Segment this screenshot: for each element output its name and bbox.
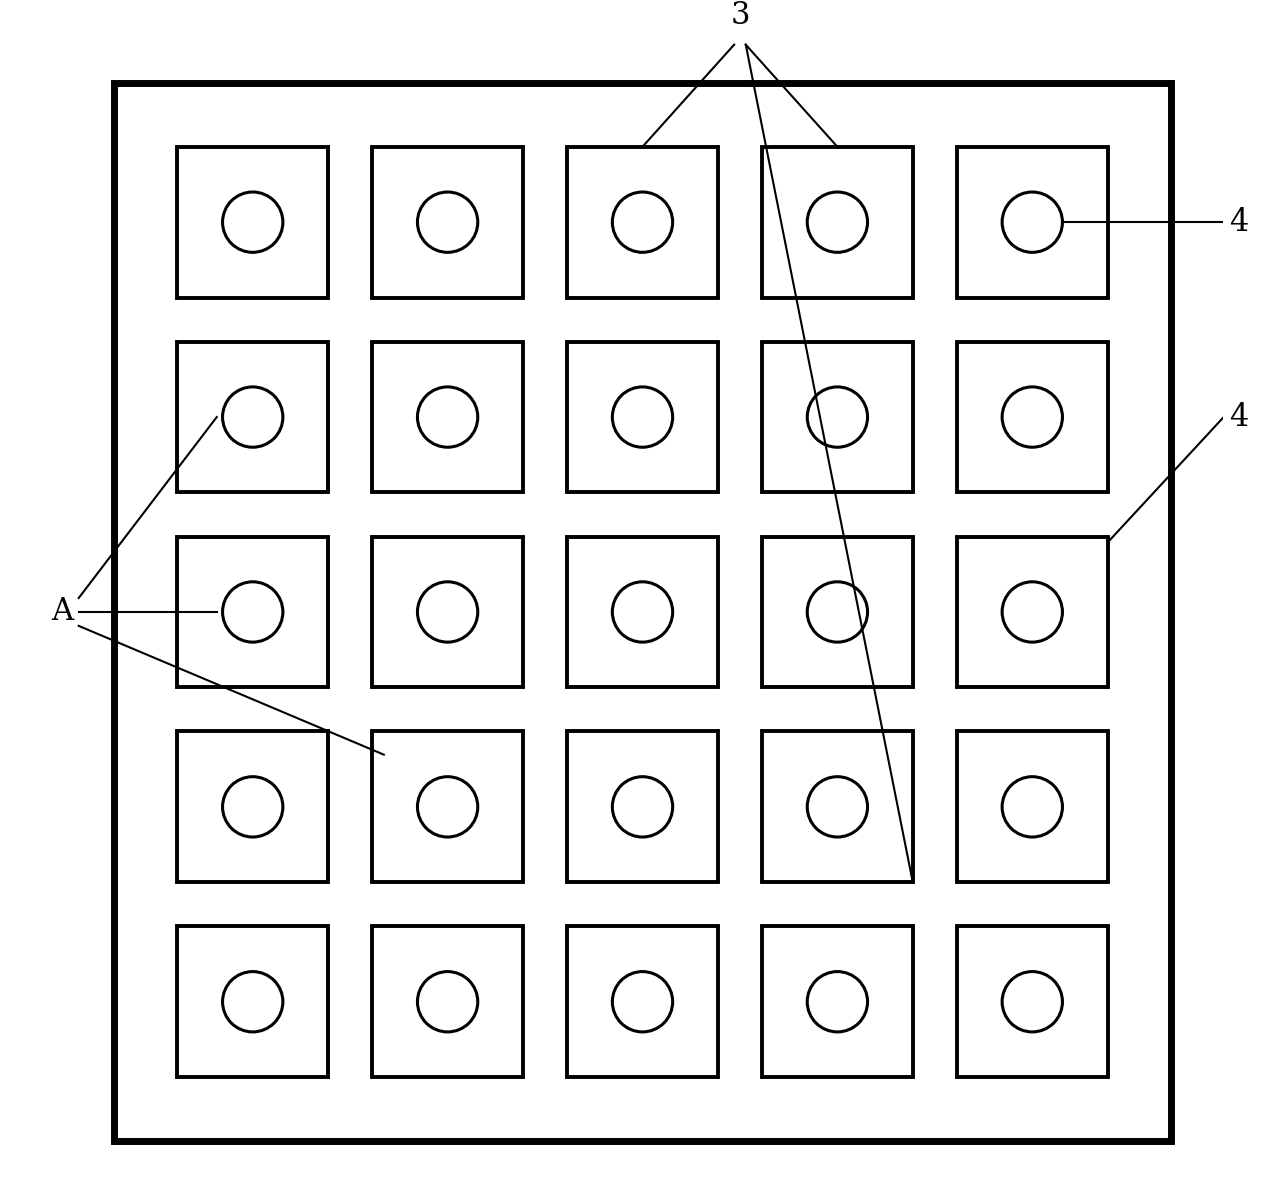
- Circle shape: [418, 192, 478, 253]
- Bar: [177, 732, 328, 882]
- Bar: [567, 926, 718, 1078]
- Circle shape: [418, 777, 478, 837]
- Bar: [957, 536, 1108, 688]
- Bar: [373, 732, 523, 882]
- Bar: [177, 926, 328, 1078]
- Text: 4: 4: [1230, 206, 1249, 237]
- Bar: [373, 147, 523, 298]
- Bar: [762, 342, 912, 492]
- Circle shape: [807, 777, 867, 837]
- Bar: [957, 342, 1108, 492]
- Circle shape: [222, 777, 283, 837]
- Text: A: A: [51, 596, 73, 627]
- Bar: [567, 342, 718, 492]
- Circle shape: [613, 192, 672, 253]
- Bar: [957, 926, 1108, 1078]
- Bar: [177, 342, 328, 492]
- Bar: [373, 536, 523, 688]
- Circle shape: [222, 971, 283, 1032]
- Bar: [957, 147, 1108, 298]
- Bar: [567, 147, 718, 298]
- Circle shape: [613, 387, 672, 447]
- Circle shape: [613, 971, 672, 1032]
- Bar: [957, 732, 1108, 882]
- Circle shape: [807, 971, 867, 1032]
- Bar: [177, 536, 328, 688]
- Bar: [762, 926, 912, 1078]
- Circle shape: [807, 387, 867, 447]
- Circle shape: [418, 971, 478, 1032]
- Text: 4: 4: [1230, 402, 1249, 433]
- Circle shape: [222, 387, 283, 447]
- Circle shape: [1002, 192, 1063, 253]
- Circle shape: [418, 582, 478, 642]
- Circle shape: [1002, 971, 1063, 1032]
- Circle shape: [1002, 777, 1063, 837]
- Circle shape: [613, 777, 672, 837]
- Bar: [762, 536, 912, 688]
- Circle shape: [613, 582, 672, 642]
- Bar: [373, 926, 523, 1078]
- Bar: [177, 147, 328, 298]
- Bar: [567, 536, 718, 688]
- Circle shape: [807, 582, 867, 642]
- Bar: [762, 732, 912, 882]
- Bar: [567, 732, 718, 882]
- Circle shape: [418, 387, 478, 447]
- Text: 3: 3: [730, 0, 749, 31]
- Circle shape: [222, 582, 283, 642]
- Circle shape: [807, 192, 867, 253]
- Circle shape: [1002, 582, 1063, 642]
- Circle shape: [1002, 387, 1063, 447]
- Circle shape: [222, 192, 283, 253]
- Bar: [762, 147, 912, 298]
- Bar: [373, 342, 523, 492]
